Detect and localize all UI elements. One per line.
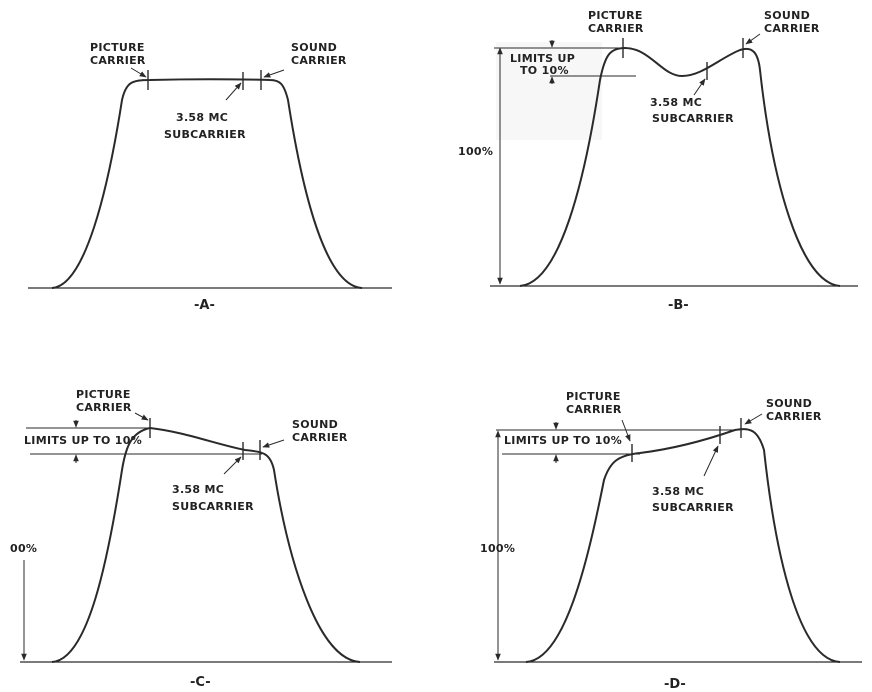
panel-d-sub-label-2: SUBCARRIER: [652, 501, 734, 514]
panel-d-sub-label-1: 3.58 MC: [652, 485, 704, 498]
panel-a-picture-label-2: CARRIER: [90, 54, 146, 67]
panel-b-shaded-area: [496, 42, 602, 140]
panel-a: PICTURE CARRIER SOUND CARRIER 3.58 MC SU…: [28, 41, 392, 313]
panel-d-percent-label: 100%: [480, 542, 515, 555]
panel-c-limits-label: LIMITS UP TO 10%: [24, 434, 142, 447]
panel-c: PICTURE CARRIER SOUND CARRIER LIMITS UP …: [10, 388, 392, 690]
panel-c-picture-label-1: PICTURE: [76, 388, 131, 401]
panel-a-response-curve: [51, 78, 363, 289]
panel-b-picture-label-1: PICTURE: [588, 9, 643, 22]
panel-c-response-curve: [51, 426, 361, 663]
panel-c-sub-arrow: [223, 456, 242, 475]
panel-d-picture-arrow: [621, 419, 631, 442]
panel-a-sub-label-1: 3.58 MC: [176, 111, 228, 124]
panel-c-percent-label: 00%: [10, 542, 37, 555]
panel-b-sound-label-1: SOUND: [764, 9, 810, 22]
panel-a-sub-label-2: SUBCARRIER: [164, 128, 246, 141]
panel-b-sound-label-2: CARRIER: [764, 22, 820, 35]
panel-d-picture-label-1: PICTURE: [566, 390, 621, 403]
panel-d-caption: -D-: [664, 677, 686, 692]
panel-b-picture-label-2: CARRIER: [588, 22, 644, 35]
panel-d-response-curve: [525, 428, 841, 663]
panel-c-sound-label-2: CARRIER: [292, 431, 348, 444]
panel-c-sound-arrow: [262, 439, 285, 448]
panel-d-sound-label-2: CARRIER: [766, 410, 822, 423]
panel-b-percent-label: 100%: [458, 145, 493, 158]
panel-c-sub-label-1: 3.58 MC: [172, 483, 224, 496]
panel-d: PICTURE CARRIER SOUND CARRIER LIMITS UP …: [480, 390, 862, 692]
panel-c-sound-label-1: SOUND: [292, 418, 338, 431]
panel-b-response-curve: [519, 46, 841, 287]
panel-c-picture-arrow: [134, 412, 149, 421]
panel-b-limits-label-2: TO 10%: [520, 64, 569, 77]
panel-d-sound-arrow: [744, 413, 763, 425]
panel-d-sound-label-1: SOUND: [766, 397, 812, 410]
panel-c-caption: -C-: [190, 675, 211, 690]
panel-b-sub-label-2: SUBCARRIER: [652, 112, 734, 125]
panel-b-sub-label-1: 3.58 MC: [650, 96, 702, 109]
panel-d-picture-label-2: CARRIER: [566, 403, 622, 416]
panel-a-picture-arrow: [130, 67, 147, 78]
panel-a-caption: -A-: [194, 298, 215, 313]
panel-b: PICTURE CARRIER SOUND CARRIER LIMITS UP …: [458, 9, 858, 313]
panel-a-picture-label-1: PICTURE: [90, 41, 145, 54]
panel-d-limits-label: LIMITS UP TO 10%: [504, 434, 622, 447]
panel-c-picture-label-2: CARRIER: [76, 401, 132, 414]
panel-a-sound-arrow: [263, 69, 285, 78]
panel-b-caption: -B-: [668, 298, 689, 313]
panel-a-sub-arrow: [225, 82, 242, 101]
panel-b-limits-label-1: LIMITS UP: [510, 52, 575, 65]
panel-a-sound-label-1: SOUND: [291, 41, 337, 54]
panel-b-sound-arrow: [745, 33, 761, 45]
panel-c-sub-label-2: SUBCARRIER: [172, 500, 254, 513]
panel-d-sub-arrow: [703, 445, 719, 477]
panel-b-sub-arrow: [693, 78, 706, 96]
panel-a-sound-label-2: CARRIER: [291, 54, 347, 67]
